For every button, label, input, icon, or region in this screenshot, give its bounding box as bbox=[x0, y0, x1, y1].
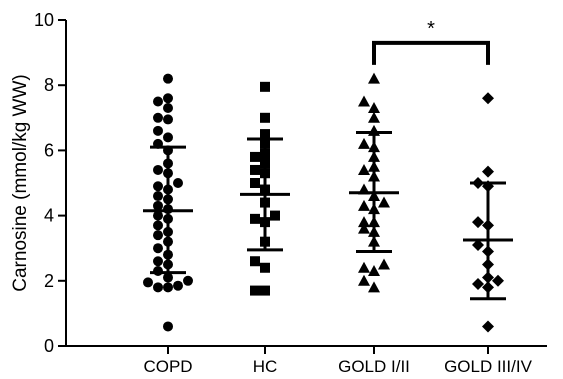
circle-point bbox=[173, 280, 183, 291]
circle-point bbox=[163, 132, 173, 143]
circle-point bbox=[153, 210, 163, 221]
triangle-point bbox=[358, 163, 370, 175]
triangle-point bbox=[358, 199, 370, 211]
circle-point bbox=[163, 321, 173, 332]
circle-point bbox=[153, 266, 163, 277]
circle-point bbox=[153, 243, 163, 254]
triangle-point bbox=[358, 274, 370, 286]
triangle-point bbox=[358, 216, 370, 228]
data-points bbox=[143, 72, 504, 333]
circle-point bbox=[163, 272, 173, 283]
square-point bbox=[250, 151, 260, 162]
y-tick-label: 4 bbox=[44, 206, 54, 226]
diamond-point bbox=[492, 274, 504, 287]
triangle-point bbox=[368, 72, 380, 84]
square-point bbox=[250, 178, 260, 188]
x-ticks: COPD HC GOLD I/II GOLD III/IV bbox=[143, 346, 533, 376]
square-point bbox=[270, 210, 280, 221]
square-point bbox=[260, 112, 270, 123]
triangle-point bbox=[378, 258, 390, 270]
axes bbox=[65, 20, 547, 347]
diamond-point bbox=[482, 320, 494, 333]
circle-point bbox=[153, 96, 163, 107]
circle-point bbox=[153, 256, 163, 267]
circle-point bbox=[153, 282, 163, 293]
square-point bbox=[260, 81, 270, 92]
square-point bbox=[260, 285, 270, 296]
diamond-point bbox=[472, 278, 484, 291]
triangle-point bbox=[368, 102, 380, 114]
circle-point bbox=[153, 164, 163, 175]
circle-point bbox=[153, 181, 163, 192]
triangle-point bbox=[358, 222, 370, 234]
circle-point bbox=[153, 112, 163, 123]
circle-point bbox=[183, 275, 193, 286]
diamond-point bbox=[482, 165, 494, 178]
y-tick-label: 10 bbox=[34, 10, 54, 30]
triangle-point bbox=[368, 281, 380, 293]
circle-point bbox=[153, 200, 163, 211]
y-tick-label: 6 bbox=[44, 140, 54, 160]
x-tick-label: GOLD III/IV bbox=[444, 357, 533, 376]
y-tick-label: 2 bbox=[44, 271, 54, 291]
circle-point bbox=[153, 220, 163, 231]
diamond-point bbox=[472, 238, 484, 251]
square-point bbox=[250, 213, 260, 224]
circle-point bbox=[153, 230, 163, 241]
square-point bbox=[260, 129, 270, 140]
triangle-point bbox=[378, 196, 390, 208]
x-tick-label: GOLD I/II bbox=[338, 357, 410, 376]
square-point bbox=[250, 256, 260, 267]
square-point bbox=[260, 262, 270, 273]
y-ticks: 0 2 4 6 8 10 bbox=[34, 10, 66, 356]
significance-line bbox=[372, 40, 490, 65]
triangle-point bbox=[358, 137, 370, 149]
significance-star: * bbox=[427, 18, 435, 40]
diamond-point bbox=[472, 216, 484, 229]
circle-point bbox=[153, 125, 163, 136]
triangle-point bbox=[358, 261, 370, 273]
circle-point bbox=[163, 114, 173, 125]
x-tick-label: HC bbox=[253, 357, 278, 376]
circle-point bbox=[173, 178, 183, 188]
circle-point bbox=[163, 73, 173, 84]
circle-point bbox=[163, 282, 173, 293]
triangle-point bbox=[358, 95, 370, 107]
circle-point bbox=[163, 93, 173, 104]
triangle-point bbox=[368, 111, 380, 123]
square-point bbox=[250, 164, 260, 175]
x-tick-label: COPD bbox=[143, 357, 192, 376]
error-bars bbox=[143, 130, 513, 301]
significance-bracket: * bbox=[372, 18, 490, 65]
y-tick-label: 8 bbox=[44, 75, 54, 95]
y-tick-label: 0 bbox=[44, 336, 54, 356]
circle-point bbox=[153, 191, 163, 202]
circle-point bbox=[143, 277, 153, 288]
y-axis-title: Carnosine (mmol/kg WW) bbox=[10, 74, 31, 291]
square-point bbox=[250, 285, 260, 296]
triangle-point bbox=[368, 265, 380, 277]
circle-point bbox=[163, 103, 173, 114]
diamond-point bbox=[482, 92, 494, 105]
